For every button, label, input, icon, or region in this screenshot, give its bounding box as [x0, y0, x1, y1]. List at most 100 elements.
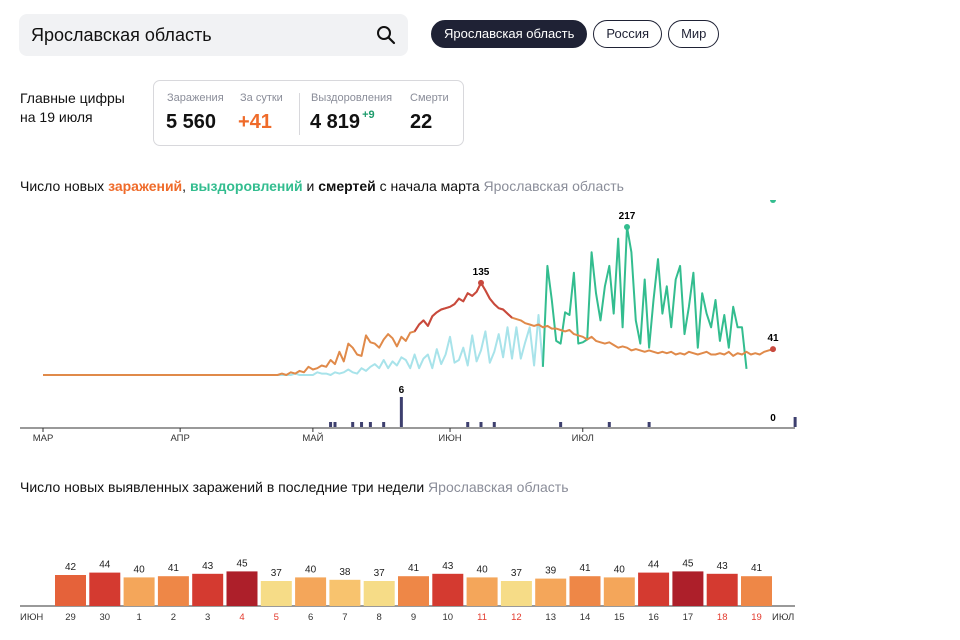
bar-end-month-label: ИЮЛ — [772, 612, 794, 623]
bar-value-label: 43 — [202, 561, 214, 572]
chart1-title-comma: , — [182, 178, 190, 194]
recovered-delta: +9 — [362, 109, 375, 121]
bar-category-label: 12 — [511, 612, 522, 623]
infections-value: 5 560 — [166, 111, 217, 133]
infections-label: Заражения — [167, 92, 224, 104]
death-bar — [492, 422, 496, 427]
bar-value-label: 42 — [65, 562, 77, 573]
bar-category-label: 3 — [205, 612, 210, 623]
bar-value-label: 39 — [545, 566, 557, 577]
death-bar — [607, 422, 611, 427]
death-bar — [333, 422, 337, 427]
bar-category-label: 18 — [717, 612, 728, 623]
tab-world[interactable]: Мир — [668, 20, 720, 48]
bar-category-label: 5 — [274, 612, 279, 623]
per-day-label: За сутки — [240, 92, 283, 104]
recoveries-peak-label: 217 — [619, 211, 636, 222]
bar-value-label: 41 — [579, 563, 591, 574]
chart1-title-recoveries: выздоровлений — [189, 178, 303, 194]
death-bar — [368, 422, 372, 427]
death-bar — [479, 422, 483, 427]
death-bar — [360, 422, 364, 427]
bar — [329, 579, 361, 606]
bar-value-label: 41 — [408, 563, 420, 574]
bar — [535, 578, 567, 606]
bar-value-label: 40 — [305, 564, 317, 575]
infections-last-label: 41 — [767, 333, 779, 344]
chart1-title: Число новых заражений, выздоровлений и с… — [20, 178, 624, 194]
recoveries-peak-dot — [624, 224, 630, 230]
search-box[interactable] — [19, 14, 408, 56]
chart1-title-region: Ярославская область — [483, 178, 624, 194]
recovered-value: 4 819 — [310, 111, 361, 133]
chart2-title-text: Число новых выявленных заражений в после… — [20, 479, 425, 495]
death-bar — [466, 422, 470, 427]
bar — [157, 576, 189, 606]
bar-category-label: 1 — [136, 612, 141, 623]
tab-russia[interactable]: Россия — [593, 20, 663, 48]
bar — [295, 577, 327, 606]
bar — [55, 575, 86, 606]
bar-value-label: 41 — [168, 563, 180, 574]
bar-category-label: 15 — [614, 612, 625, 623]
deaths-last-label: 0 — [770, 413, 776, 424]
bar-category-label: 29 — [65, 612, 76, 623]
recoveries-line-late — [541, 226, 748, 370]
bar-category-label: 6 — [308, 612, 313, 623]
main-figures-title-line1: Главные цифры — [20, 90, 125, 106]
deaths-label: Смерти — [410, 92, 449, 104]
bar — [89, 572, 121, 606]
month-label: АПР — [170, 433, 189, 444]
bar — [432, 573, 464, 606]
chart1-title-part2: с начала марта — [375, 178, 480, 194]
bar-value-label: 44 — [99, 560, 111, 571]
infections-last-dot — [770, 346, 776, 353]
search-input[interactable] — [31, 14, 361, 56]
bar — [398, 576, 429, 606]
death-bar — [647, 422, 651, 427]
bar — [260, 581, 292, 606]
month-label: ИЮН — [438, 433, 461, 444]
bar-category-label: 14 — [580, 612, 591, 623]
bar-value-label: 38 — [339, 567, 351, 578]
bar-category-label: 10 — [443, 612, 454, 623]
stats-card: Заражения 5 560 За сутки +41 Выздоровлен… — [153, 80, 464, 146]
chart1-title-deaths: смертей — [318, 178, 376, 194]
chart1-title-and: и — [302, 178, 319, 194]
main-figures-title: Главные цифры на 19 июля — [20, 89, 125, 127]
bar — [500, 581, 532, 606]
bar-value-label: 43 — [442, 561, 454, 572]
bar-category-label: 19 — [751, 612, 762, 623]
bar-value-label: 40 — [477, 564, 489, 575]
bar-value-label: 41 — [751, 563, 763, 574]
bar-category-label: 4 — [239, 612, 244, 623]
search-icon[interactable] — [376, 25, 396, 45]
bar-value-label: 40 — [134, 564, 146, 575]
bar — [123, 577, 155, 606]
bar-value-label: 43 — [717, 561, 729, 572]
bar — [466, 577, 498, 606]
bar-value-label: 45 — [236, 558, 248, 569]
recoveries-last-label: 9 — [770, 200, 776, 203]
chart2-title: Число новых выявленных заражений в после… — [20, 479, 569, 495]
bar — [638, 572, 670, 606]
bar — [706, 573, 738, 606]
main-figures-title-line2: на 19 июля — [20, 109, 93, 125]
bar — [672, 571, 704, 606]
month-label: МАР — [33, 433, 54, 444]
bar-category-label: 9 — [411, 612, 416, 623]
infections-peak-dot — [478, 279, 484, 286]
month-label: МАЙ — [302, 432, 323, 444]
infections-line — [43, 281, 774, 376]
infections-peak-label: 135 — [473, 267, 490, 278]
death-bar — [329, 422, 333, 427]
bar — [363, 581, 395, 606]
chart1-title-part1: Число новых — [20, 178, 109, 194]
deaths-peak-label: 6 — [399, 385, 405, 396]
tab-yaroslavl[interactable]: Ярославская область — [431, 20, 588, 48]
recoveries-line-early — [43, 314, 544, 376]
bar — [569, 576, 601, 606]
death-bar — [793, 417, 797, 427]
recoveries-last-dot — [770, 200, 776, 203]
recovered-label: Выздоровления — [311, 92, 393, 104]
